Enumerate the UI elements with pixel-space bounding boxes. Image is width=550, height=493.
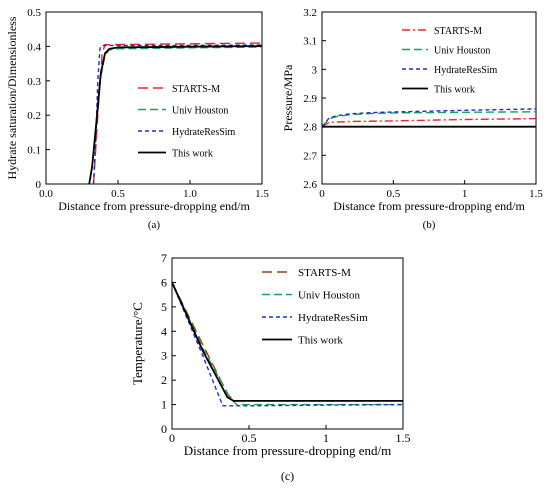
x-tick-label: 1.5 xyxy=(529,188,543,200)
y-axis-label: Pressure/MPa xyxy=(281,64,295,131)
series-line-starts-m xyxy=(171,282,403,402)
series-line-this-work xyxy=(171,282,403,402)
x-tick-label: 0.5 xyxy=(386,188,400,200)
x-tick-label: 1.0 xyxy=(183,188,197,200)
x-tick-label: 0 xyxy=(169,431,175,445)
panel-b-pressure-chart: 0 0.5 1 1.5 2.6 2.7 2.8 2.9 3 3.1 3.2 Distance from… xyxy=(281,7,543,231)
series-line-univ-houston xyxy=(321,111,537,128)
y-tick-label: 0 xyxy=(36,179,42,191)
x-tick-label: 1 xyxy=(323,431,329,445)
y-axis-label: Hydrate saturation/Dimensionless xyxy=(5,16,19,179)
series-line-starts-m xyxy=(321,117,537,128)
series-line-hydrateressim xyxy=(321,108,537,128)
y-tick-label: 6 xyxy=(161,275,167,289)
y-tick-label: 4 xyxy=(161,324,167,338)
x-tick-label: 1 xyxy=(462,188,468,200)
x-axis-label: Distance from pressure-dropping end/m xyxy=(333,199,525,213)
legend-label: This work xyxy=(434,85,475,96)
legend-label: Univ Houston xyxy=(434,46,490,57)
y-tick-label: 0 xyxy=(161,422,167,436)
x-tick-label: 0.0 xyxy=(39,188,53,200)
legend-label: HydrateResSim xyxy=(172,127,236,138)
y-tick-label: 0.1 xyxy=(27,145,41,157)
y-tick-label: 2.8 xyxy=(303,122,317,134)
plot-area-frame xyxy=(171,257,404,430)
plot-area-frame xyxy=(45,11,263,185)
y-tick-label: 3 xyxy=(161,349,167,363)
x-tick-label: 0.5 xyxy=(242,431,257,445)
panel-label: (b) xyxy=(423,219,436,231)
legend-label: This work xyxy=(172,149,213,160)
legend-label: Univ Houston xyxy=(298,290,361,302)
legend-label: This work xyxy=(298,335,343,347)
series-line-hydrateressim xyxy=(171,282,404,407)
y-tick-label: 0.5 xyxy=(27,7,41,19)
y-tick-label: 2.9 xyxy=(303,93,317,105)
y-tick-label: 3 xyxy=(312,64,318,76)
x-axis-label: Distance from pressure-dropping end/m xyxy=(184,443,392,458)
legend-label: STARTS-M xyxy=(434,26,482,37)
x-axis-label: Distance from pressure-dropping end/m xyxy=(58,199,250,213)
x-tick-label: 0 xyxy=(319,188,325,200)
y-tick-label: 1 xyxy=(161,398,167,412)
legend-label: HydrateResSim xyxy=(298,312,368,324)
y-tick-label: 3.2 xyxy=(303,7,317,19)
y-tick-label: 2 xyxy=(161,373,167,387)
y-tick-label: 2.6 xyxy=(303,179,317,191)
x-tick-label: 0.5 xyxy=(111,188,125,200)
y-tick-label: 7 xyxy=(161,251,167,265)
y-tick-label: 5 xyxy=(161,300,167,314)
y-axis-label: Temperature/°C xyxy=(130,302,145,385)
panel-c-temperature-chart: 0 0.5 1 1.5 0 1 2 3 4 5 6 7 Distance from pressure-d… xyxy=(130,251,411,483)
legend-label: STARTS-M xyxy=(172,84,220,95)
y-tick-label: 2.7 xyxy=(303,150,317,162)
legend-label: Univ Houston xyxy=(172,106,228,117)
x-tick-label: 1.5 xyxy=(255,188,269,200)
legend-label: STARTS-M xyxy=(298,267,351,279)
plot-area-frame xyxy=(321,11,537,185)
panel-label: (a) xyxy=(148,219,161,231)
legend-label: HydrateResSim xyxy=(434,65,498,76)
series-line-this-work xyxy=(88,45,263,185)
y-tick-label: 0.3 xyxy=(27,76,41,88)
series-line-univ-houston xyxy=(171,282,403,406)
y-tick-label: 3.1 xyxy=(303,36,317,48)
y-tick-label: 0.2 xyxy=(27,110,41,122)
panel-label: (c) xyxy=(281,469,294,483)
y-tick-label: 0.4 xyxy=(27,41,41,53)
x-tick-label: 1.5 xyxy=(396,431,411,445)
